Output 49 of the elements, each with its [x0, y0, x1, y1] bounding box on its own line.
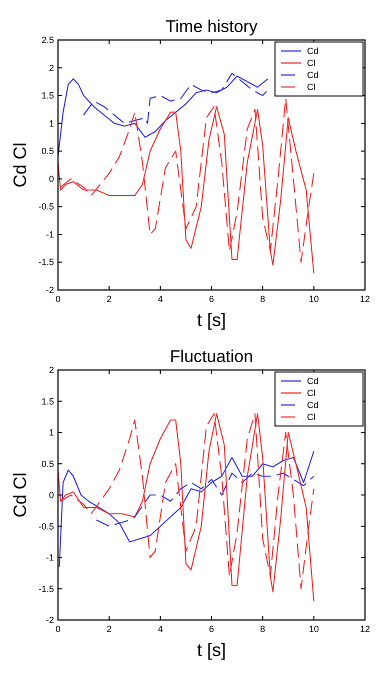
y-tick-label: -1: [46, 229, 54, 240]
legend-label: Cl: [307, 58, 316, 68]
x-tick-label: 12: [360, 294, 370, 304]
legend-label: Cl: [307, 388, 316, 398]
y-tick-label: 2: [48, 62, 54, 73]
y-tick-label: -2: [46, 615, 54, 625]
y-tick-label: -2: [46, 285, 54, 295]
y-tick-label: -0.5: [38, 521, 54, 532]
y-tick-label: 0.5: [41, 458, 54, 469]
y-tick-label: 0.5: [41, 146, 54, 156]
legend-label: Cd: [307, 400, 319, 410]
x-tick-label: 4: [158, 294, 163, 304]
legend-label: Cl: [307, 412, 316, 422]
x-tick-label: 10: [308, 624, 319, 634]
x-tick-label: 2: [106, 624, 112, 634]
y-tick-label: 1.5: [41, 396, 54, 406]
x-tick-label: 0: [55, 294, 61, 304]
x-tick-label: 8: [260, 624, 266, 634]
y-tick-label: -1: [46, 552, 54, 562]
x-tick-label: 6: [208, 624, 214, 634]
chart-title: Fluctuation: [170, 347, 254, 366]
x-axis-title: t [s]: [196, 310, 226, 330]
legend-label: Cd: [307, 46, 319, 56]
x-tick-label: 12: [360, 624, 370, 634]
legend-label: Cl: [307, 82, 316, 92]
line-series: [58, 450, 314, 568]
x-tick-label: 2: [106, 294, 112, 304]
x-tick-label: 6: [208, 294, 214, 304]
legend-label: Cd: [307, 70, 319, 80]
line-series: [57, 76, 268, 158]
y-axis-title: Cd Cl: [10, 472, 30, 518]
y-axis-title: Cd Cl: [10, 142, 30, 188]
legend-label: Cd: [307, 376, 319, 386]
y-tick-label: 1: [48, 428, 54, 438]
x-tick-label: 8: [260, 294, 266, 304]
y-tick-label: 0: [48, 490, 54, 500]
y-tick-label: 2.5: [41, 35, 54, 45]
x-tick-label: 4: [158, 624, 163, 634]
x-tick-label: 10: [308, 294, 319, 304]
y-tick-label: 2: [48, 365, 54, 375]
y-tick-label: -0.5: [38, 202, 54, 212]
y-tick-label: -1.5: [38, 584, 54, 594]
y-tick-label: 1.5: [41, 90, 54, 101]
y-tick-label: 0: [48, 174, 54, 184]
y-tick-label: 1: [48, 118, 54, 128]
x-tick-label: 0: [55, 624, 61, 634]
y-tick-label: -1.5: [38, 257, 54, 268]
chart-title: Time history: [166, 17, 258, 36]
x-axis-title: t [s]: [196, 640, 226, 660]
